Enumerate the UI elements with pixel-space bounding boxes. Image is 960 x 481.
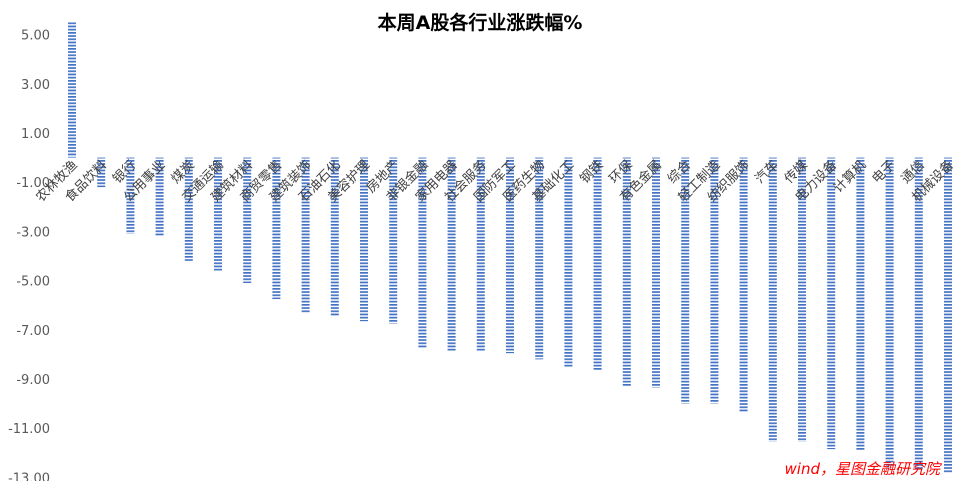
bar xyxy=(885,157,894,468)
bar xyxy=(360,157,368,322)
bar xyxy=(798,157,806,442)
bar xyxy=(710,157,719,404)
bar xyxy=(681,157,690,404)
bar xyxy=(856,157,865,451)
y-tick-label: -9.00 xyxy=(16,373,50,388)
bar xyxy=(418,157,427,349)
x-category-label: 钢铁 xyxy=(577,158,606,187)
bar xyxy=(564,157,573,368)
bar xyxy=(301,157,310,313)
y-tick-label: -7.00 xyxy=(16,324,50,339)
y-tick-label: -13.00 xyxy=(8,471,50,481)
bar xyxy=(622,157,631,387)
bar xyxy=(476,157,485,352)
bar xyxy=(506,157,514,354)
bar-series xyxy=(68,22,952,473)
bar xyxy=(126,157,135,234)
y-tick-label: -1.00 xyxy=(16,176,50,191)
y-axis: 5.00 3.00 1.00 -1.00 -3.00 -5.00 -7.00 -9.00 -11… xyxy=(8,29,50,481)
bar xyxy=(243,157,252,284)
bar xyxy=(389,157,398,324)
bar xyxy=(447,157,456,352)
bar xyxy=(768,157,777,442)
y-tick-label: 1.00 xyxy=(21,127,50,142)
source-note: wind，星图金融研究院 xyxy=(785,460,942,478)
bar xyxy=(914,157,923,471)
x-category-label: 电子 xyxy=(869,158,898,187)
y-tick-label: 3.00 xyxy=(21,78,50,93)
bar xyxy=(652,157,660,388)
bar xyxy=(214,157,222,271)
bar xyxy=(155,157,164,237)
y-tick-label: -5.00 xyxy=(16,275,50,290)
x-category-label: 汽车 xyxy=(752,157,782,187)
bar xyxy=(535,157,544,360)
bar xyxy=(272,157,281,300)
chart-title: 本周A股各行业涨跌幅% xyxy=(378,11,583,34)
y-tick-label: 5.00 xyxy=(21,29,50,44)
y-tick-label: -11.00 xyxy=(8,422,50,437)
bar xyxy=(97,157,106,188)
bar xyxy=(184,157,193,261)
bar xyxy=(68,22,76,158)
bar xyxy=(739,157,748,413)
bar xyxy=(330,157,339,317)
bar xyxy=(593,157,602,371)
bar xyxy=(827,157,836,450)
y-tick-label: -3.00 xyxy=(16,225,50,240)
bar xyxy=(944,157,952,473)
